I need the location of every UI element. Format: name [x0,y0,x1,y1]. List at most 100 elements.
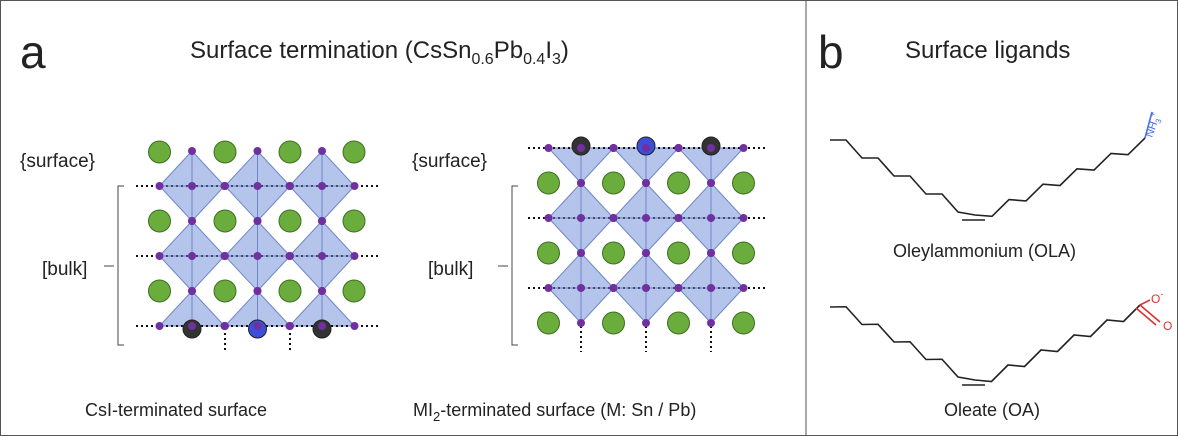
iodide-atom [156,182,164,190]
cs-atom [343,141,365,163]
cs-atom [668,172,690,194]
iodide-atom [577,214,585,222]
cs-atom [279,210,301,232]
panel-label: b [818,26,844,78]
cs-atom [149,141,171,163]
iodide-atom [545,284,553,292]
cs-atom [214,210,236,232]
iodide-atom [156,252,164,260]
iodide-atom [707,284,715,292]
iodide-atom [610,284,618,292]
ligand-name: Oleate (OA) [944,400,1040,420]
iodide-atom [577,249,585,257]
title-sub: 3 [552,51,561,68]
iodide-atom [675,214,683,222]
iodide-atom [642,214,650,222]
functional-group: O [1163,319,1172,333]
iodide-atom [740,214,748,222]
iodide-atom [156,322,164,330]
iodide-atom [318,217,326,225]
iodide-atom [707,214,715,222]
cs-atom [343,210,365,232]
iodide-atom [318,287,326,295]
title-sub: 0.4 [523,51,545,68]
cs-atom [733,312,755,334]
iodide-atom [188,287,196,295]
iodide-atom [254,252,262,260]
title-part: ) [561,37,569,64]
iodide-atom [351,322,359,330]
cs-atom [668,242,690,264]
iodide-atom [707,319,715,327]
iodide-atom [351,252,359,260]
iodide-atom [188,252,196,260]
caption-part: -terminated surface (M: Sn / Pb) [440,400,696,420]
iodide-atom [740,144,748,152]
iodide-atom [351,182,359,190]
iodide-atom [188,182,196,190]
title-sub: 0.6 [471,51,493,68]
title-part: I [545,37,552,64]
cs-atom [214,141,236,163]
cs-atom [149,210,171,232]
iodide-atom [707,144,715,152]
caption-part: MI [413,400,433,420]
iodide-atom [577,179,585,187]
surface-label: {surface} [20,151,95,172]
cs-atom [279,141,301,163]
panel-title: Surface ligands [905,37,1070,64]
iodide-atom [707,179,715,187]
cs-atom [538,172,560,194]
caption-sub: 2 [433,409,440,424]
cs-atom [279,280,301,302]
iodide-atom [286,252,294,260]
iodide-atom [642,249,650,257]
cs-atom [733,242,755,264]
iodide-atom [221,322,229,330]
panel-title: Surface termination (CsSn0.6Pb0.4I3) [190,37,569,68]
iodide-atom [254,147,262,155]
iodide-atom [254,182,262,190]
iodide-atom [286,182,294,190]
cs-atom [603,242,625,264]
caption-part: CsI-terminated surface [85,400,267,420]
cs-atom [538,242,560,264]
cs-atom [149,280,171,302]
iodide-atom [318,182,326,190]
iodide-atom [642,319,650,327]
iodide-atom [707,249,715,257]
ligand-name: Oleylammonium (OLA) [893,241,1076,261]
surface-label: {surface} [412,151,487,172]
iodide-atom [188,322,196,330]
cs-atom [214,280,236,302]
cs-atom [538,312,560,334]
iodide-atom [610,144,618,152]
iodide-atom [318,147,326,155]
iodide-atom [254,287,262,295]
cs-atom [343,280,365,302]
iodide-atom [254,322,262,330]
iodide-atom [286,322,294,330]
iodide-atom [318,252,326,260]
title-part: Pb [494,37,523,64]
cs-atom [603,172,625,194]
figure: a Surface termination (CsSn0.6Pb0.4I3) {… [0,0,1178,436]
cs-atom [668,312,690,334]
iodide-atom [610,214,618,222]
iodide-atom [188,147,196,155]
iodide-atom [545,214,553,222]
iodide-atom [254,217,262,225]
iodide-atom [221,182,229,190]
title-part: Surface termination (CsSn [190,37,471,64]
group-part: O [1151,292,1160,306]
iodide-atom [675,144,683,152]
caption: CsI-terminated surface [85,400,267,420]
iodide-atom [577,319,585,327]
group-sup: - [1160,289,1163,299]
iodide-atom [577,144,585,152]
iodide-atom [740,284,748,292]
bulk-label: [bulk] [428,259,473,280]
iodide-atom [188,217,196,225]
iodide-atom [577,284,585,292]
cs-atom [603,312,625,334]
